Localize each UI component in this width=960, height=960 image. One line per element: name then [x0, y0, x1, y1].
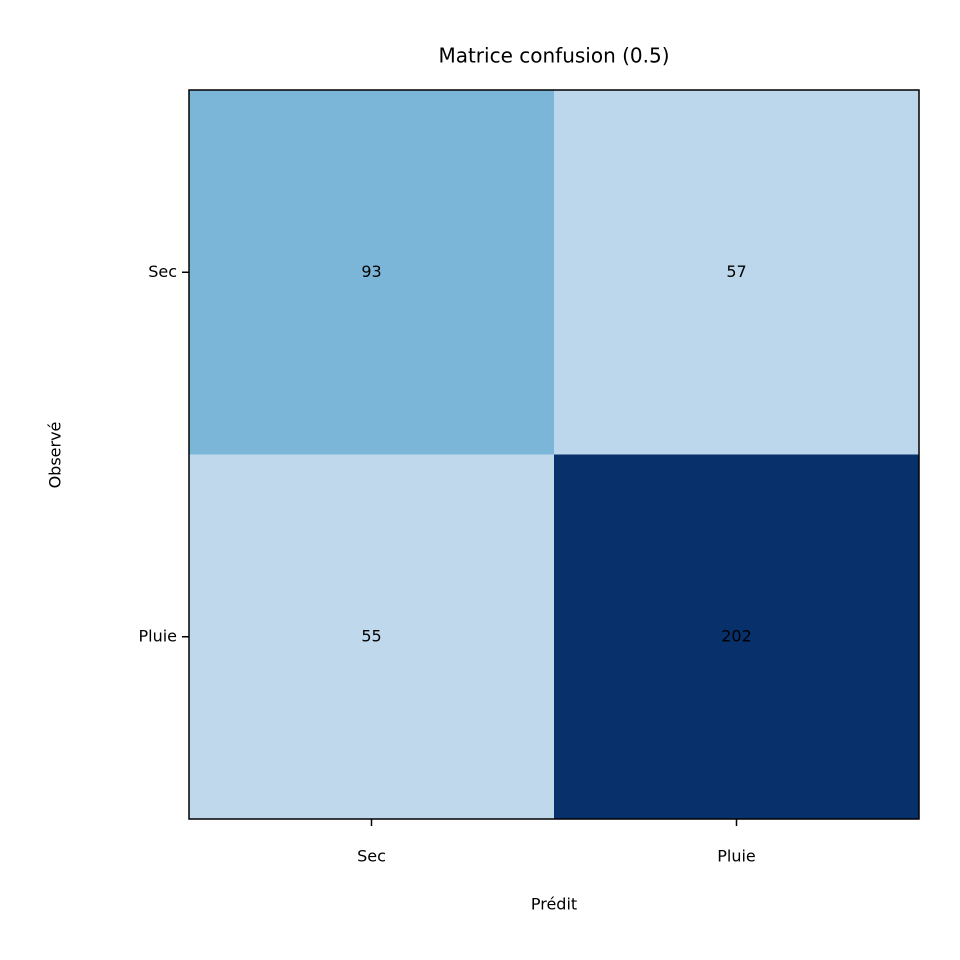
cell: [554, 454, 920, 820]
y-axis-label: Observé: [46, 422, 65, 489]
cell-label: 93: [361, 262, 381, 281]
cell: [554, 90, 920, 455]
x-axis-label: Prédit: [531, 895, 577, 914]
cell-label: 55: [361, 626, 381, 645]
y-tick-label: Pluie: [138, 626, 177, 645]
chart-title: Matrice confusion (0.5): [438, 44, 669, 68]
cell-label: 57: [726, 262, 746, 281]
plot-frame: [188, 89, 920, 820]
x-tick-label: Sec: [357, 847, 386, 866]
cell: [189, 90, 555, 455]
x-tick-label: Pluie: [717, 847, 756, 866]
y-tick-label: Sec: [148, 262, 177, 281]
cell: [189, 454, 555, 820]
cell-label: 202: [721, 626, 752, 645]
